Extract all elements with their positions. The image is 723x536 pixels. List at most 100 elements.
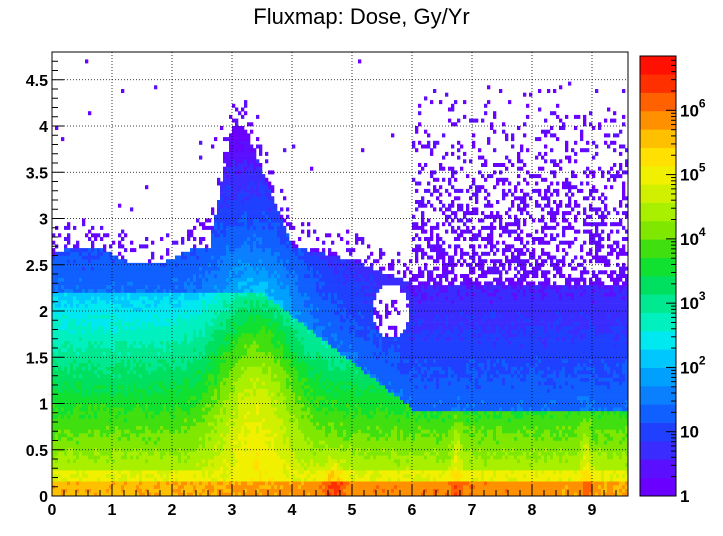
- heatmap-cell: [142, 344, 146, 349]
- heatmap-cell: [223, 233, 227, 238]
- heatmap-cell: [154, 459, 158, 463]
- heatmap-cell: [79, 436, 83, 441]
- heatmap-cell: [172, 470, 176, 475]
- heatmap-cell: [229, 248, 233, 253]
- heatmap-cell: [193, 325, 197, 330]
- heatmap-cell: [181, 251, 185, 256]
- heatmap-cell: [166, 447, 170, 452]
- heatmap-cell: [115, 459, 119, 463]
- heatmap-cell: [241, 244, 245, 249]
- heatmap-cell: [109, 336, 113, 341]
- heatmap-cell: [61, 381, 65, 386]
- heatmap-cell: [55, 348, 59, 352]
- heatmap-cell: [190, 299, 194, 304]
- heatmap-cell: [133, 381, 137, 386]
- heatmap-cell: [247, 144, 251, 149]
- heatmap-cell: [217, 336, 221, 341]
- heatmap-cell: [118, 344, 122, 349]
- heatmap-cell: [229, 214, 233, 219]
- heatmap-cell: [226, 359, 230, 364]
- heatmap-cell: [202, 292, 206, 297]
- heatmap-cell: [163, 488, 167, 493]
- heatmap-cell: [166, 410, 170, 415]
- heatmap-cell: [148, 277, 152, 282]
- heatmap-cell: [226, 203, 230, 208]
- heatmap-cell: [193, 340, 197, 345]
- heatmap-cell: [169, 462, 173, 467]
- heatmap-cell: [166, 392, 170, 397]
- heatmap-cell: [64, 333, 68, 338]
- heatmap-cell: [208, 292, 212, 297]
- heatmap-cell: [97, 255, 101, 260]
- heatmap-cell: [94, 422, 98, 426]
- heatmap-cell: [244, 251, 248, 256]
- heatmap-cell: [202, 373, 206, 378]
- heatmap-cell: [187, 255, 191, 260]
- heatmap-cell: [145, 237, 149, 241]
- heatmap-cell: [199, 388, 203, 393]
- heatmap-cell: [163, 299, 167, 304]
- heatmap-cell: [76, 425, 80, 430]
- heatmap-cell: [205, 414, 209, 419]
- heatmap-cell: [247, 311, 251, 315]
- heatmap-cell: [253, 296, 257, 301]
- heatmap-cell: [121, 277, 125, 282]
- heatmap-cell: [250, 429, 254, 434]
- heatmap-cell: [97, 385, 101, 389]
- heatmap-cell: [247, 185, 251, 190]
- heatmap-cell: [88, 481, 92, 486]
- heatmap-cell: [217, 418, 221, 423]
- heatmap-cell: [241, 248, 245, 253]
- heatmap-cell: [97, 433, 101, 438]
- heatmap-cell: [94, 436, 98, 441]
- heatmap-cell: [172, 373, 176, 378]
- heatmap-cell: [247, 318, 251, 323]
- heatmap-cell: [73, 470, 77, 475]
- heatmap-cell: [67, 340, 71, 345]
- heatmap-cell: [184, 422, 188, 426]
- heatmap-cell: [103, 333, 107, 338]
- heatmap-cell: [223, 459, 227, 463]
- heatmap-cell: [190, 433, 194, 438]
- heatmap-cell: [121, 470, 125, 475]
- heatmap-cell: [112, 466, 116, 471]
- heatmap-cell: [115, 451, 119, 456]
- heatmap-cell: [232, 373, 236, 378]
- heatmap-cell: [244, 211, 248, 216]
- heatmap-cell: [100, 388, 104, 393]
- heatmap-cell: [76, 248, 80, 253]
- heatmap-cell: [73, 385, 77, 389]
- heatmap-cell: [181, 459, 185, 463]
- heatmap-cell: [133, 325, 137, 330]
- heatmap-cell: [85, 262, 89, 267]
- heatmap-cell: [115, 277, 119, 282]
- heatmap-cell: [76, 311, 80, 315]
- heatmap-cell: [190, 266, 194, 271]
- heatmap-cell: [250, 151, 254, 156]
- heatmap-cell: [73, 359, 77, 364]
- heatmap-cell: [205, 429, 209, 434]
- heatmap-cell: [103, 351, 107, 356]
- heatmap-cell: [118, 296, 122, 301]
- heatmap-cell: [217, 229, 221, 234]
- heatmap-cell: [187, 429, 191, 434]
- heatmap-cell: [58, 488, 62, 493]
- heatmap-cell: [211, 255, 215, 260]
- heatmap-cell: [214, 237, 218, 241]
- heatmap-cell: [142, 244, 146, 249]
- heatmap-cell: [124, 473, 128, 478]
- heatmap-cell: [169, 262, 173, 267]
- heatmap-cell: [109, 251, 113, 256]
- heatmap-cell: [70, 396, 74, 401]
- heatmap-cell: [190, 407, 194, 412]
- heatmap-cell: [79, 455, 83, 460]
- heatmap-cell: [154, 447, 158, 452]
- heatmap-cell: [169, 473, 173, 478]
- heatmap-cell: [253, 192, 257, 197]
- heatmap-cell: [178, 407, 182, 412]
- heatmap-cell: [127, 492, 131, 497]
- heatmap-cell: [88, 351, 92, 356]
- heatmap-cell: [73, 436, 77, 441]
- heatmap-cell: [190, 447, 194, 452]
- heatmap-cell: [187, 451, 191, 456]
